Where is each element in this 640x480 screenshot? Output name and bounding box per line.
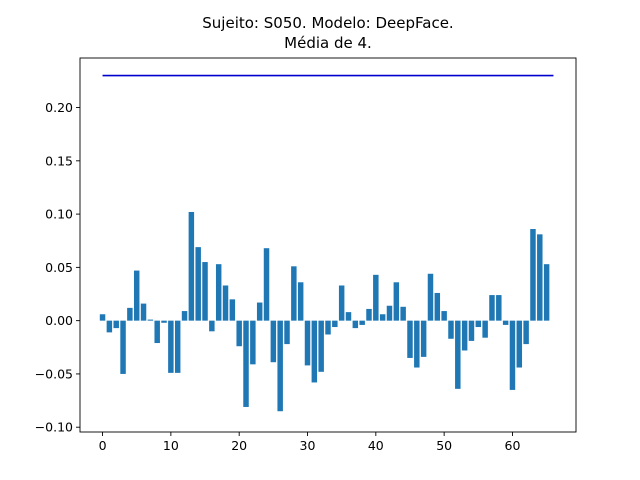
- bar-58: [496, 295, 502, 321]
- bar-59: [502, 320, 509, 325]
- bar-0: [99, 314, 106, 321]
- bar-61: [516, 320, 523, 368]
- y-tick-label-5: 0.15: [45, 153, 73, 168]
- bar-5: [133, 270, 140, 321]
- bar-7: [147, 319, 154, 321]
- bar-31: [311, 320, 318, 383]
- plot-area: 0 10 20 30 40 50 60 −0.10 −0.05 0.00 0.05 0.10 0.15 0…: [35, 57, 577, 453]
- bar-16: [209, 320, 215, 332]
- x-tick-label-4: 40: [368, 438, 384, 453]
- y-tick-label-6: 0.20: [45, 100, 73, 115]
- bar-65: [543, 264, 550, 321]
- x-tick-label-3: 30: [300, 438, 316, 453]
- y-tick-label-0: −0.10: [35, 420, 73, 435]
- bar-22: [250, 320, 256, 365]
- bar-47: [420, 320, 427, 357]
- bar-24: [263, 248, 270, 321]
- bar-20: [236, 320, 242, 347]
- bar-19: [229, 299, 236, 321]
- bar-27: [284, 320, 290, 345]
- bar-11: [174, 320, 181, 373]
- bar-26: [277, 320, 283, 412]
- bar-1: [106, 320, 113, 333]
- bar-21: [243, 320, 249, 407]
- bar-39: [366, 308, 372, 321]
- bar-6: [140, 303, 147, 321]
- bar-40: [373, 274, 379, 321]
- bar-34: [332, 320, 338, 328]
- bar-57: [489, 295, 495, 321]
- bar-62: [523, 320, 529, 345]
- x-tick-label-2: 20: [231, 438, 247, 453]
- bar-50: [441, 311, 447, 321]
- x-tick-label-1: 10: [163, 438, 179, 453]
- bar-55: [475, 320, 482, 328]
- bar-36: [345, 312, 352, 321]
- bar-25: [270, 320, 277, 363]
- chart-title-line1: Sujeito: S050. Modelo: DeepFace.: [202, 14, 453, 32]
- bar-28: [291, 266, 297, 321]
- x-tick-label-0: 0: [99, 438, 107, 453]
- bar-33: [325, 320, 331, 335]
- bar-63: [530, 229, 536, 321]
- bar-46: [414, 320, 420, 368]
- bar-30: [304, 320, 311, 366]
- bar-23: [256, 302, 263, 321]
- bar-64: [537, 234, 543, 321]
- bar-41: [379, 314, 386, 321]
- bar-53: [461, 320, 468, 351]
- bar-15: [202, 262, 208, 321]
- bar-29: [297, 282, 304, 321]
- bar-18: [222, 285, 229, 321]
- bar-32: [318, 320, 324, 372]
- bar-10: [168, 320, 174, 373]
- bar-14: [195, 247, 201, 321]
- bar-13: [188, 211, 195, 321]
- bar-42: [386, 305, 393, 321]
- bar-37: [352, 320, 359, 329]
- bar-35: [338, 285, 345, 321]
- chart-title-line2: Média de 4.: [284, 34, 372, 52]
- y-tick-label-4: 0.10: [45, 207, 73, 222]
- bar-4: [127, 307, 133, 321]
- bar-3: [120, 320, 126, 374]
- bar-43: [393, 282, 400, 321]
- bar-60: [509, 320, 516, 390]
- x-tick-label-6: 60: [505, 438, 521, 453]
- bar-45: [407, 320, 413, 358]
- y-tick-label-1: −0.05: [35, 366, 73, 381]
- bar-54: [468, 320, 475, 341]
- bar-56: [482, 320, 488, 338]
- bar-44: [400, 306, 406, 321]
- y-tick-label-2: 0.00: [45, 313, 73, 328]
- bar-38: [359, 320, 365, 325]
- bar-52: [455, 320, 461, 389]
- axes-frame: [79, 57, 577, 433]
- bar-2: [113, 320, 119, 329]
- x-tick-label-5: 50: [436, 438, 452, 453]
- bar-49: [434, 292, 441, 321]
- bar-12: [181, 311, 188, 321]
- bar-8: [154, 320, 160, 344]
- bar-51: [448, 320, 454, 339]
- y-tick-label-3: 0.05: [45, 260, 73, 275]
- bar-48: [427, 273, 434, 321]
- bar-9: [161, 320, 167, 323]
- bar-17: [215, 264, 222, 321]
